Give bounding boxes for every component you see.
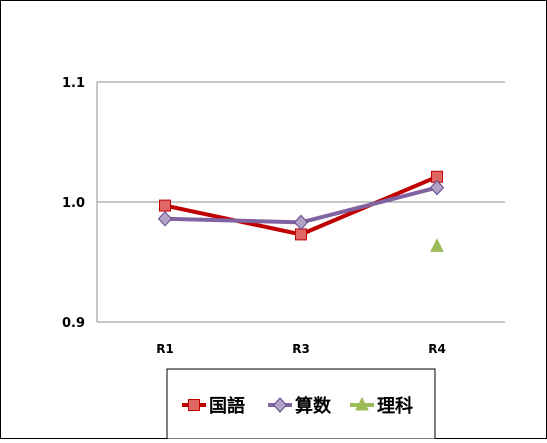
legend-label: 算数 [295, 395, 332, 417]
y-tick-label: 1.1 [62, 76, 85, 91]
x-tick-label: R3 [292, 342, 310, 356]
legend-marker-3 [355, 396, 369, 411]
data-point-2 [293, 214, 309, 231]
legend-marker-2 [272, 397, 288, 413]
x-tick-label: R4 [428, 342, 446, 356]
data-point-3 [430, 238, 444, 252]
data-point-1 [159, 199, 171, 212]
y-tick-label: 1.0 [62, 196, 85, 211]
legend-marker-1 [188, 399, 200, 411]
data-point-1 [295, 228, 307, 241]
data-point-2 [157, 211, 173, 227]
x-tick-label: R1 [156, 342, 174, 356]
legend-label: 国語 [209, 395, 245, 417]
data-point-2 [429, 179, 445, 196]
legend-label: 理科 [377, 395, 413, 417]
y-tick-label: 0.9 [62, 316, 85, 331]
